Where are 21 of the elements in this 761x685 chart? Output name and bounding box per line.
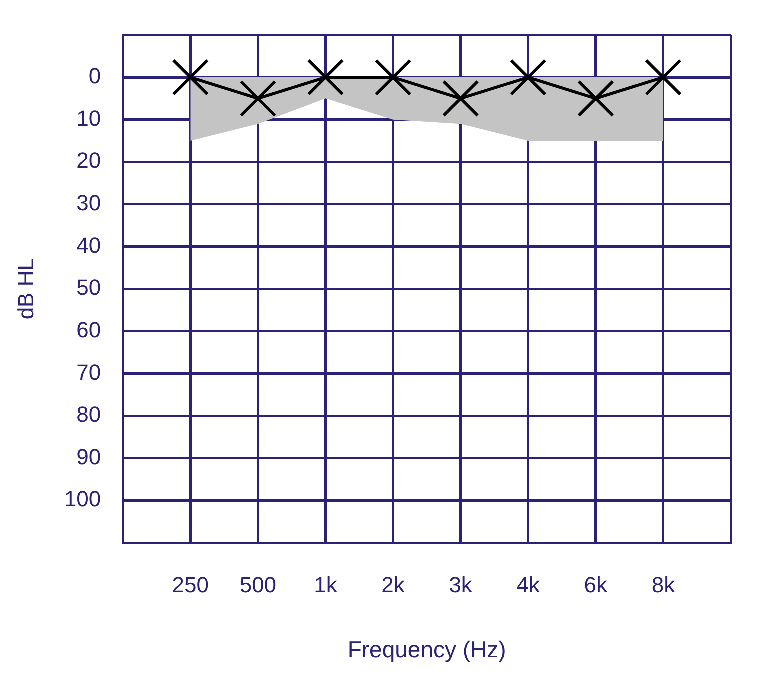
x-tick-label: 8k bbox=[652, 572, 676, 598]
x-tick-label: 3k bbox=[449, 572, 474, 598]
y-tick-label: 80 bbox=[76, 402, 102, 428]
y-tick-label: 100 bbox=[64, 486, 102, 512]
x-tick-label: 500 bbox=[240, 572, 277, 598]
x-axis-title: Frequency (Hz) bbox=[348, 636, 506, 663]
y-tick-label: 30 bbox=[76, 190, 102, 216]
y-axis-title: dB HL bbox=[13, 258, 38, 320]
y-tick-label: 20 bbox=[76, 148, 102, 174]
x-tick-label: 4k bbox=[516, 572, 541, 598]
x-tick-label: 6k bbox=[584, 572, 609, 598]
y-tick-label: 40 bbox=[76, 232, 102, 258]
x-tick-label: 1k bbox=[314, 572, 338, 598]
y-tick-label: 70 bbox=[76, 360, 102, 385]
y-tick-label: 0 bbox=[88, 64, 102, 89]
x-tick-label: 250 bbox=[172, 572, 210, 598]
y-tick-label: 90 bbox=[76, 444, 102, 470]
y-tick-label: 50 bbox=[76, 275, 102, 300]
y-tick-label: 60 bbox=[76, 317, 102, 342]
x-tick-label: 2k bbox=[382, 572, 406, 598]
y-tick-label: 10 bbox=[76, 106, 102, 131]
